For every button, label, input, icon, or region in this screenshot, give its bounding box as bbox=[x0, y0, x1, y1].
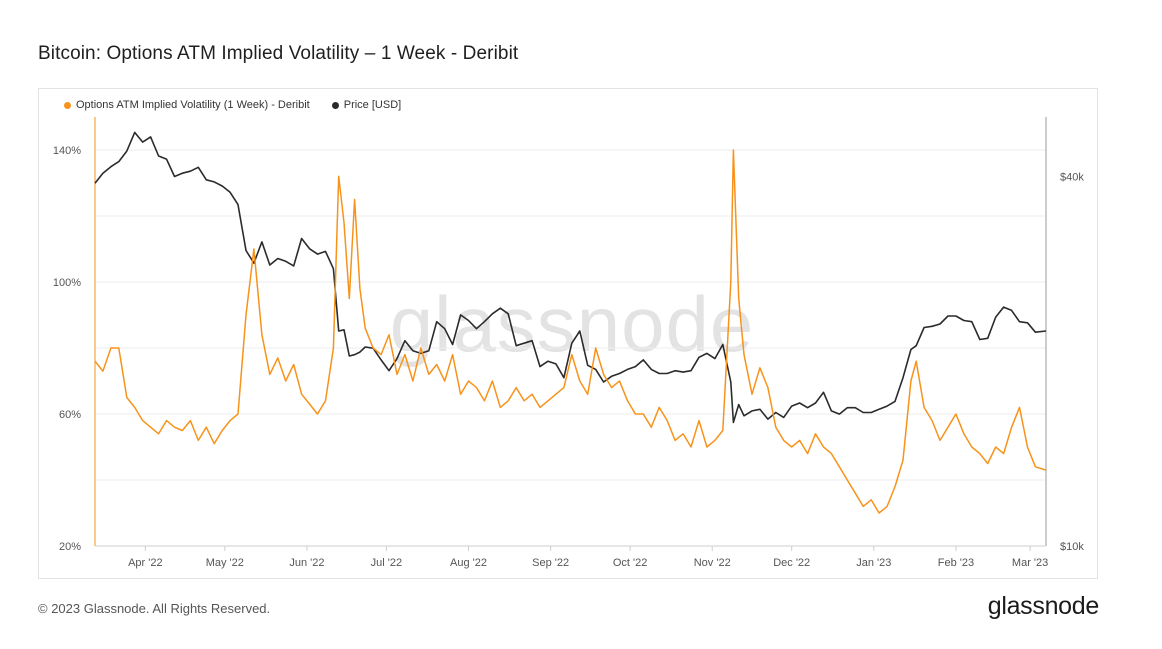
x-tick-label: Feb '23 bbox=[938, 557, 974, 569]
legend-label-volatility: Options ATM Implied Volatility (1 Week) … bbox=[76, 99, 310, 111]
x-tick-label: Nov '22 bbox=[694, 557, 731, 569]
x-tick-label: Jun '22 bbox=[289, 557, 324, 569]
legend-dot-volatility-icon bbox=[64, 101, 71, 109]
series-lines bbox=[94, 131, 1047, 514]
x-tick-label: Sep '22 bbox=[532, 557, 569, 569]
y-axis-left: 20% 60% 100% 140% bbox=[53, 117, 96, 553]
grid-lines bbox=[95, 149, 1046, 481]
legend-dot-price-icon bbox=[331, 101, 339, 109]
legend-label-price: Price [USD] bbox=[343, 99, 402, 111]
x-tick-label: Jul '22 bbox=[371, 557, 402, 569]
y-left-tick-label: 100% bbox=[53, 277, 81, 289]
x-tick-label: May '22 bbox=[206, 557, 244, 569]
chart-card: Options ATM Implied Volatility (1 Week) … bbox=[38, 88, 1098, 579]
x-tick-label: Aug '22 bbox=[450, 557, 487, 569]
page-title: Bitcoin: Options ATM Implied Volatility … bbox=[38, 43, 519, 64]
y-left-tick-label: 60% bbox=[59, 409, 81, 421]
x-axis: Apr '22 May '22 Jun '22 Jul '22 Aug '22 Sep '… bbox=[95, 545, 1048, 569]
x-tick-label: Mar '23 bbox=[1012, 557, 1048, 569]
chart-legend: Options ATM Implied Volatility (1 Week) … bbox=[64, 99, 401, 111]
series-line-price bbox=[94, 131, 1047, 424]
x-tick-label: Oct '22 bbox=[613, 557, 648, 569]
x-tick-label: Dec '22 bbox=[773, 557, 810, 569]
legend-item-price[interactable]: Price [USD] bbox=[331, 99, 402, 111]
y-left-tick-label: 140% bbox=[53, 145, 81, 157]
chart-plot[interactable]: glassnode 20% 60% 100% 140% $10k $40k Apr '2… bbox=[39, 89, 1097, 578]
watermark-text: glassnode bbox=[390, 280, 755, 368]
y-axis-right: $10k $40k bbox=[1045, 117, 1084, 553]
x-tick-label: Apr '22 bbox=[128, 557, 163, 569]
brand-logo[interactable]: glassnode bbox=[987, 592, 1100, 620]
series-line-volatility bbox=[94, 149, 1047, 514]
x-tick-label: Jan '23 bbox=[856, 557, 891, 569]
legend-item-volatility[interactable]: Options ATM Implied Volatility (1 Week) … bbox=[64, 99, 310, 111]
y-right-tick-label: $10k bbox=[1060, 541, 1084, 553]
y-left-tick-label: 20% bbox=[59, 541, 81, 553]
y-right-tick-label: $40k bbox=[1060, 171, 1084, 183]
copyright-text: © 2023 Glassnode. All Rights Reserved. bbox=[38, 601, 271, 616]
